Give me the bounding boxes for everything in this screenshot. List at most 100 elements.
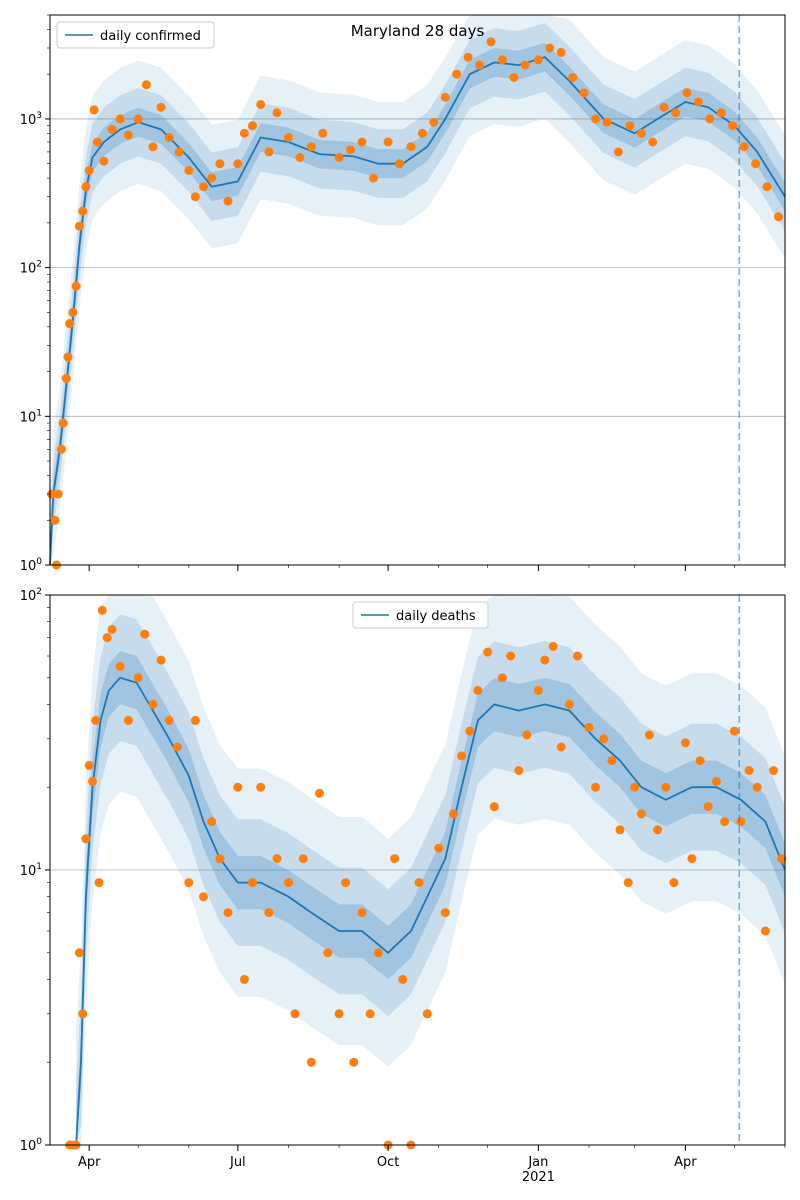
- observed-point: [475, 60, 485, 70]
- observed-point: [74, 948, 84, 958]
- deaths-confidence-band: [76, 595, 786, 1145]
- observed-point: [483, 647, 493, 657]
- deaths-y-ticks: 100 101 102: [20, 587, 50, 1154]
- observed-point: [682, 88, 692, 98]
- observed-point: [172, 742, 182, 752]
- confirmed-y-ticks: 100 101 102 103: [20, 14, 50, 574]
- deaths-legend-box: [352, 601, 489, 629]
- observed-point: [497, 673, 507, 683]
- y-tick-label: 103: [20, 111, 42, 128]
- observed-point: [383, 137, 393, 147]
- observed-point: [323, 948, 333, 958]
- x-tick-label: Apr: [78, 1155, 101, 1170]
- observed-point: [568, 73, 578, 82]
- confirmed-axes-frame: [49, 14, 786, 566]
- observed-point: [298, 854, 308, 864]
- model-line: [75, 676, 786, 1146]
- observed-point: [711, 776, 721, 786]
- confidence-band-1: [76, 614, 786, 1145]
- observed-point: [736, 817, 746, 827]
- deaths-x-ticks: Apr Jul Oct Jan Apr: [78, 1145, 786, 1170]
- observed-point: [509, 73, 519, 82]
- observed-point: [207, 817, 217, 827]
- observed-point: [774, 212, 783, 222]
- observed-point: [703, 802, 713, 812]
- observed-point: [473, 685, 483, 695]
- confidence-band-2: [76, 651, 786, 1145]
- observed-point: [223, 196, 233, 206]
- observed-point: [457, 751, 467, 761]
- observed-point: [318, 128, 328, 138]
- deaths-model-line: [75, 676, 786, 1146]
- x-tick-label: Oct: [377, 1155, 399, 1170]
- observed-point: [452, 69, 462, 79]
- observed-point: [429, 117, 439, 127]
- observed-point: [395, 159, 404, 169]
- observed-point: [156, 655, 166, 665]
- observed-point: [272, 854, 282, 864]
- confidence-band-0: [50, 15, 785, 565]
- deaths-observed-points: [65, 605, 787, 1150]
- observed-point: [84, 760, 94, 770]
- observed-point: [92, 137, 102, 147]
- observed-point: [522, 730, 532, 740]
- observed-point: [97, 605, 107, 615]
- observed-point: [199, 892, 208, 902]
- observed-point: [107, 624, 117, 634]
- observed-point: [306, 1057, 316, 1067]
- observed-point: [190, 715, 200, 725]
- confirmed-x-ticks: [88, 565, 786, 571]
- observed-point: [680, 738, 690, 748]
- observed-point: [591, 114, 600, 124]
- observed-point: [174, 147, 184, 157]
- observed-point: [564, 699, 574, 709]
- observed-point: [295, 153, 305, 162]
- observed-point: [769, 766, 779, 775]
- deaths-legend-label: daily deaths: [396, 609, 476, 624]
- observed-point: [752, 782, 762, 792]
- observed-point: [545, 43, 555, 53]
- observed-point: [341, 878, 351, 888]
- observed-point: [115, 114, 125, 124]
- observed-point: [284, 133, 293, 142]
- observed-point: [602, 117, 612, 127]
- observed-point: [486, 37, 496, 47]
- observed-point: [777, 854, 787, 864]
- observed-point: [199, 182, 208, 192]
- observed-point: [489, 802, 499, 812]
- chart-title: Maryland 28 days: [351, 22, 485, 40]
- observed-point: [334, 153, 344, 162]
- y-tick-label: 100: [20, 1137, 43, 1154]
- observed-point: [239, 974, 249, 984]
- observed-point: [71, 281, 81, 291]
- observed-point: [91, 715, 101, 725]
- observed-point: [68, 307, 78, 317]
- observed-point: [661, 782, 671, 792]
- observed-point: [739, 142, 749, 152]
- observed-point: [728, 121, 738, 131]
- observed-point: [533, 55, 543, 65]
- observed-point: [636, 809, 646, 819]
- observed-point: [184, 878, 194, 888]
- observed-point: [164, 715, 174, 725]
- deaths-legend: daily deaths: [352, 601, 489, 629]
- observed-point: [63, 352, 73, 362]
- observed-point: [115, 661, 125, 671]
- observed-point: [440, 908, 450, 918]
- observed-point: [625, 121, 635, 131]
- observed-point: [607, 756, 617, 766]
- observed-point: [556, 742, 566, 752]
- observed-point: [248, 878, 257, 888]
- confirmed-observed-points: [47, 37, 783, 570]
- confidence-band-0: [76, 595, 786, 1145]
- y-tick-label: 101: [20, 862, 42, 879]
- observed-point: [78, 206, 88, 216]
- observed-point: [264, 908, 274, 918]
- x-tick-label: Jan: [527, 1155, 548, 1170]
- observed-point: [497, 55, 507, 65]
- observed-point: [548, 641, 558, 651]
- observed-point: [50, 515, 60, 525]
- x-year-label: 2021: [522, 1170, 555, 1185]
- observed-point: [514, 766, 524, 775]
